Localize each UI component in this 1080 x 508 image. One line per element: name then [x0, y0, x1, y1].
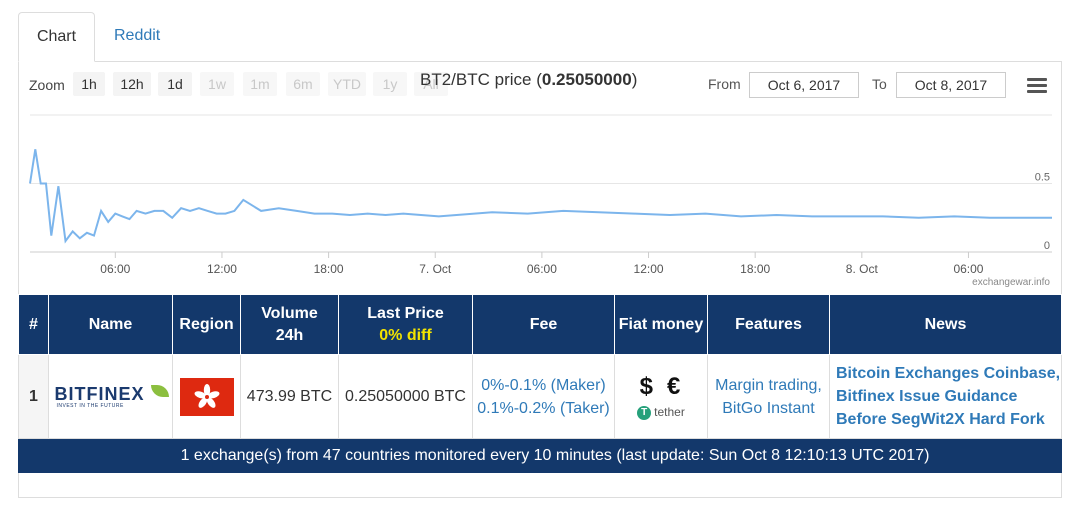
from-date-input[interactable]: Oct 6, 2017 — [749, 72, 859, 98]
x-tick-label: 06:00 — [100, 262, 130, 276]
price-chart: 0.5 0 06:00 12:00 18:00 7. Oct 06:00 12:00 18:0… — [29, 114, 1052, 276]
tab-reddit[interactable]: Reddit — [114, 27, 161, 44]
volume-cell: 473.99 BTC — [240, 354, 339, 439]
x-tick-label: 12:00 — [634, 262, 664, 276]
feature-margin-trading[interactable]: Margin trading, — [715, 376, 822, 394]
header-region: Region — [172, 294, 241, 355]
footer-status: 1 exchange(s) from 47 countries monitore… — [48, 438, 1062, 473]
features-cell[interactable]: Margin trading, BitGo Instant — [707, 354, 830, 439]
range-button-6m[interactable]: 6m — [286, 72, 320, 96]
table-header-row: # Name Region Volume 24h Last Price 0% dif… — [18, 294, 1062, 355]
range-button-1y[interactable]: 1y — [373, 72, 407, 96]
price-series-line — [29, 149, 1052, 244]
y-tick-label: 0 — [1044, 240, 1050, 252]
feature-bitgo-instant[interactable]: BitGo Instant — [722, 399, 815, 417]
bitfinex-logo[interactable]: BITFINEX INVEST IN THE FUTURE — [55, 384, 169, 410]
news-link[interactable]: Bitcoin Exchanges Coinbase, Bitfinex Issu… — [829, 354, 1062, 439]
chart-panel — [18, 62, 1062, 498]
header-name: Name — [48, 294, 173, 355]
chart-title: BT2/BTC price (0.25050000) — [420, 70, 638, 89]
leaf-icon — [150, 384, 169, 397]
header-news: News — [829, 294, 1062, 355]
from-label: From — [708, 76, 741, 92]
hong-kong-flag-icon — [179, 377, 234, 416]
header-features: Features — [707, 294, 830, 355]
last-price-cell: 0.25050000 BTC — [338, 354, 473, 439]
x-tick-label: 18:00 — [314, 262, 344, 276]
header-diff: 0% diff — [379, 326, 432, 344]
x-tick-label: 06:00 — [527, 262, 557, 276]
range-button-1m[interactable]: 1m — [243, 72, 277, 96]
header-volume: Volume 24h — [240, 294, 339, 355]
header-fee: Fee — [472, 294, 615, 355]
table-row: 1 BITFINEX INVEST IN THE FUTURE — [18, 354, 1062, 439]
tab-chart[interactable]: Chart — [18, 12, 95, 62]
zoom-label: Zoom — [29, 77, 65, 93]
footer-lead-cell — [18, 438, 49, 473]
range-button-1w[interactable]: 1w — [200, 72, 234, 96]
row-rank: 1 — [18, 354, 49, 439]
range-button-ytd[interactable]: YTD — [328, 72, 366, 96]
to-label: To — [872, 76, 887, 92]
header-last-price: Last Price 0% diff — [338, 294, 473, 355]
range-button-all[interactable]: All — [414, 72, 448, 96]
range-button-12h[interactable]: 12h — [113, 72, 151, 96]
hamburger-menu-icon[interactable] — [1027, 78, 1047, 94]
x-tick-label: 7. Oct — [419, 262, 452, 276]
to-date-input[interactable]: Oct 8, 2017 — [896, 72, 1006, 98]
y-tick-label: 0.5 — [1035, 172, 1050, 184]
x-tick-label: 8. Oct — [846, 262, 879, 276]
region-cell — [172, 354, 241, 439]
x-tick-label: 12:00 — [207, 262, 237, 276]
x-tick-label: 06:00 — [953, 262, 983, 276]
range-button-1h[interactable]: 1h — [73, 72, 105, 96]
fee-cell[interactable]: 0%-0.1% (Maker) 0.1%-0.2% (Taker) — [472, 354, 615, 439]
exchange-logo-bitfinex[interactable]: BITFINEX INVEST IN THE FUTURE — [48, 354, 173, 439]
header-fiat: Fiat money — [614, 294, 708, 355]
exchange-table: # Name Region Volume 24h Last Price 0% dif… — [18, 294, 1062, 473]
range-button-1d[interactable]: 1d — [158, 72, 192, 96]
tab-bar: Chart Reddit — [18, 12, 1062, 62]
tether-icon: T — [637, 405, 652, 420]
chart-title-value: 0.25050000 — [541, 70, 632, 89]
header-rank: # — [18, 294, 49, 355]
fiat-currency-icons: $€ — [639, 373, 695, 401]
x-tick-label: 18:00 — [740, 262, 770, 276]
chart-credit: exchangewar.info — [972, 277, 1050, 288]
table-footer-row: 1 exchange(s) from 47 countries monitore… — [18, 438, 1062, 473]
